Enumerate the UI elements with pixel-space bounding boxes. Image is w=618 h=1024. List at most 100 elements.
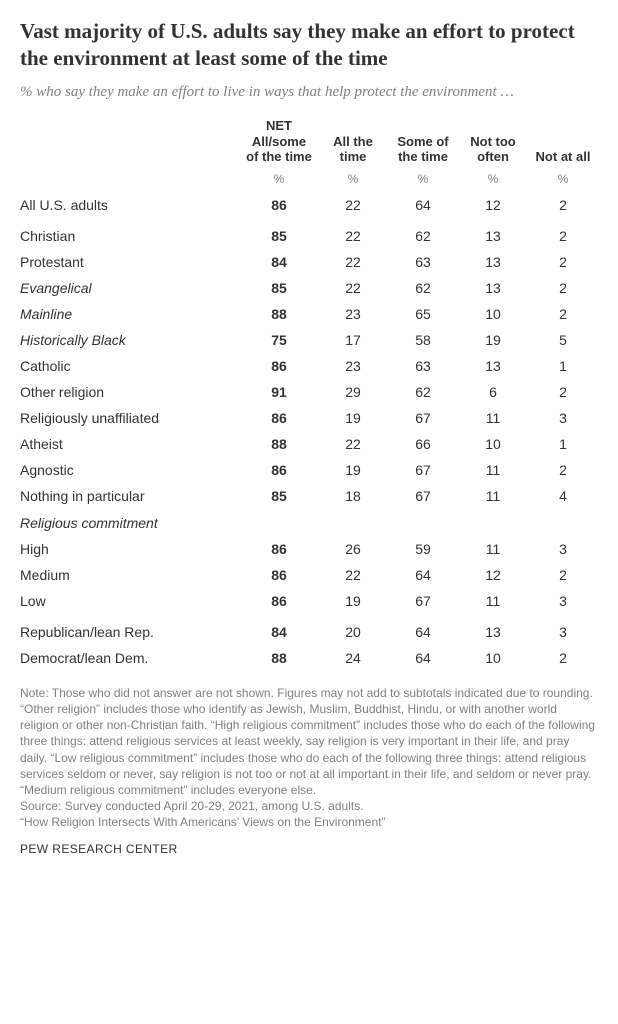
cell-net: 86	[240, 405, 318, 431]
percent-row: % % % % %	[20, 167, 598, 192]
col-header-not: Not toooften	[458, 116, 528, 167]
note-text: Note: Those who did not answer are not s…	[20, 686, 595, 797]
cell: 19	[458, 327, 528, 353]
cell: 1	[528, 431, 598, 457]
cell: 66	[388, 431, 458, 457]
cell: 10	[458, 431, 528, 457]
cell: 2	[528, 645, 598, 671]
table-row: Democrat/lean Dem. 88 24 64 10 2	[20, 645, 598, 671]
cell: 13	[458, 249, 528, 275]
table-row: Other religion 91 29 62 6 2	[20, 379, 598, 405]
cell: 12	[458, 192, 528, 218]
table-row: Republican/lean Rep. 84 20 64 13 3	[20, 614, 598, 645]
cell: 29	[318, 379, 388, 405]
cell-net: 88	[240, 431, 318, 457]
cell: 18	[318, 483, 388, 509]
pct-label: %	[458, 167, 528, 192]
cell: 2	[528, 275, 598, 301]
cell-net: 86	[240, 588, 318, 614]
row-label: Mainline	[20, 301, 240, 327]
cell: 13	[458, 614, 528, 645]
cell-net: 85	[240, 275, 318, 301]
col-header-net: NETAll/someof the time	[240, 116, 318, 167]
cell: 5	[528, 327, 598, 353]
cell: 2	[528, 192, 598, 218]
row-label: Medium	[20, 562, 240, 588]
table-row: Low 86 19 67 11 3	[20, 588, 598, 614]
row-label: All U.S. adults	[20, 192, 240, 218]
cell-net: 86	[240, 536, 318, 562]
row-label: Low	[20, 588, 240, 614]
cell-net: 85	[240, 218, 318, 249]
row-label: Protestant	[20, 249, 240, 275]
cell: 2	[528, 379, 598, 405]
cell: 4	[528, 483, 598, 509]
section-label: Religious commitment	[20, 509, 240, 536]
row-label: Atheist	[20, 431, 240, 457]
cell: 64	[388, 614, 458, 645]
row-label: Christian	[20, 218, 240, 249]
cell: 13	[458, 353, 528, 379]
cell: 11	[458, 405, 528, 431]
cell: 19	[318, 588, 388, 614]
report-title: “How Religion Intersects With Americans’…	[20, 815, 385, 829]
cell: 3	[528, 588, 598, 614]
pct-label: %	[240, 167, 318, 192]
cell: 22	[318, 275, 388, 301]
row-label: Republican/lean Rep.	[20, 614, 240, 645]
table-row: Catholic 86 23 63 13 1	[20, 353, 598, 379]
cell: 1	[528, 353, 598, 379]
source-text: Source: Survey conducted April 20-29, 20…	[20, 799, 364, 813]
cell: 67	[388, 483, 458, 509]
cell-net: 88	[240, 301, 318, 327]
data-table: NETAll/someof the time All thetime Some …	[20, 116, 598, 671]
row-label: Other religion	[20, 379, 240, 405]
table-row: Atheist 88 22 66 10 1	[20, 431, 598, 457]
cell: 63	[388, 353, 458, 379]
cell: 19	[318, 457, 388, 483]
cell: 3	[528, 405, 598, 431]
footer-attribution: PEW RESEARCH CENTER	[20, 842, 598, 856]
cell-net: 84	[240, 614, 318, 645]
cell-net: 88	[240, 645, 318, 671]
cell: 2	[528, 457, 598, 483]
table-row: Protestant 84 22 63 13 2	[20, 249, 598, 275]
cell: 26	[318, 536, 388, 562]
cell: 22	[318, 218, 388, 249]
chart-subtitle: % who say they make an effort to live in…	[20, 82, 598, 102]
cell: 10	[458, 301, 528, 327]
cell: 6	[458, 379, 528, 405]
pct-label: %	[388, 167, 458, 192]
cell: 11	[458, 483, 528, 509]
cell: 20	[318, 614, 388, 645]
table-row: Evangelical 85 22 62 13 2	[20, 275, 598, 301]
row-label: Catholic	[20, 353, 240, 379]
cell-net: 75	[240, 327, 318, 353]
cell: 2	[528, 218, 598, 249]
table-row: High 86 26 59 11 3	[20, 536, 598, 562]
col-header-some: Some ofthe time	[388, 116, 458, 167]
cell-net: 91	[240, 379, 318, 405]
row-label: High	[20, 536, 240, 562]
cell: 62	[388, 275, 458, 301]
pct-label: %	[528, 167, 598, 192]
row-label: Historically Black	[20, 327, 240, 353]
cell-net: 85	[240, 483, 318, 509]
cell: 19	[318, 405, 388, 431]
cell: 12	[458, 562, 528, 588]
cell: 10	[458, 645, 528, 671]
row-label: Evangelical	[20, 275, 240, 301]
cell: 67	[388, 405, 458, 431]
cell: 2	[528, 562, 598, 588]
table-row: Nothing in particular 85 18 67 11 4	[20, 483, 598, 509]
cell: 22	[318, 249, 388, 275]
cell: 67	[388, 588, 458, 614]
cell: 62	[388, 379, 458, 405]
table-row: Religiously unaffiliated 86 19 67 11 3	[20, 405, 598, 431]
cell-net: 86	[240, 562, 318, 588]
cell-net: 84	[240, 249, 318, 275]
section-row: Religious commitment	[20, 509, 598, 536]
cell: 23	[318, 301, 388, 327]
cell: 13	[458, 275, 528, 301]
cell: 64	[388, 645, 458, 671]
